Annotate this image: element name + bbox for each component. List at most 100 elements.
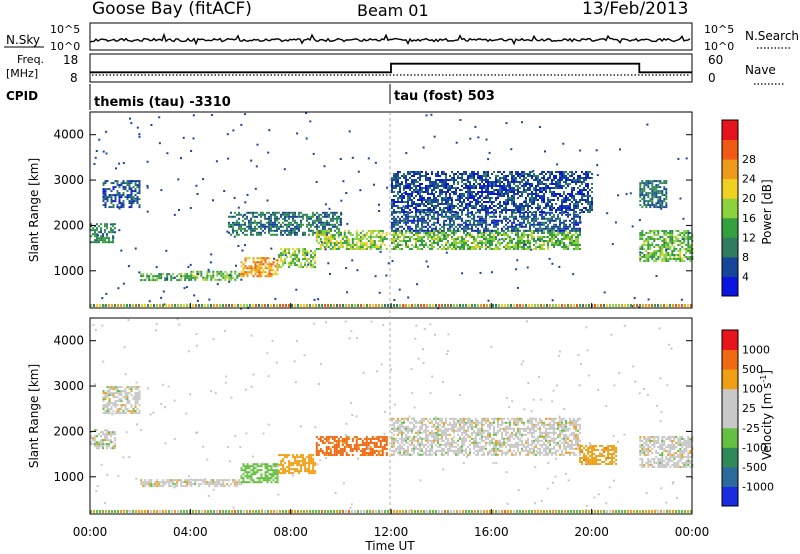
data-cell: [439, 203, 441, 205]
data-cell: [104, 429, 106, 432]
data-cell: [120, 194, 123, 197]
colorbar-segment: [722, 198, 738, 219]
data-cell: [587, 175, 589, 177]
data-cell: [507, 221, 509, 224]
data-cell: [491, 219, 493, 222]
data-cell: [689, 256, 692, 258]
data-cell: [118, 194, 121, 197]
data-cell: [405, 152, 408, 155]
data-cell: [477, 211, 479, 213]
data-cell: [527, 242, 529, 244]
data-cell: [142, 483, 145, 486]
data-cell: [679, 258, 682, 260]
data-cell: [98, 239, 100, 242]
data-cell: [483, 201, 485, 203]
data-cell: [547, 205, 549, 207]
data-cell: [505, 207, 507, 209]
data-cell: [679, 254, 682, 256]
data-cell: [447, 191, 449, 193]
data-cell: [425, 177, 427, 179]
data-cell: [326, 213, 328, 216]
data-cell: [559, 207, 561, 209]
data-cell: [329, 236, 332, 238]
data-cell: [102, 439, 104, 442]
data-cell: [401, 232, 403, 234]
data-cell: [401, 234, 403, 236]
data-cell: [511, 197, 513, 199]
data-cell: [455, 179, 457, 181]
data-cell: [294, 231, 296, 234]
data-cell: [196, 276, 199, 279]
data-cell: [541, 199, 543, 201]
data-cell: [481, 189, 483, 191]
data-cell: [653, 196, 656, 199]
data-cell: [647, 260, 650, 262]
data-cell: [106, 408, 109, 411]
data-cell: [120, 404, 123, 407]
data-cell: [315, 234, 318, 236]
ground-scatter-cell: [207, 304, 209, 307]
data-cell: [399, 236, 401, 238]
data-cell: [439, 193, 441, 195]
data-cell: [260, 271, 263, 274]
data-cell: [423, 225, 425, 228]
data-cell: [475, 229, 477, 232]
data-cell: [487, 191, 489, 193]
data-cell: [399, 189, 401, 191]
data-cell: [571, 195, 573, 197]
data-cell: [399, 201, 401, 203]
data-cell: [222, 272, 225, 275]
data-cell: [208, 270, 211, 273]
data-cell: [409, 236, 411, 238]
data-cell: [148, 481, 151, 484]
data-cell: [551, 205, 553, 207]
data-cell: [543, 207, 545, 209]
data-cell: [481, 177, 483, 179]
ground-scatter-cell: [594, 304, 596, 307]
data-cell: [533, 230, 535, 232]
data-cell: [399, 207, 401, 209]
data-cell: [104, 404, 107, 407]
data-cell: [547, 197, 549, 199]
data-cell: [685, 250, 688, 252]
data-cell: [427, 232, 429, 234]
data-cell: [567, 234, 569, 236]
data-cell: [340, 223, 342, 226]
data-cell: [537, 227, 539, 230]
data-cell: [653, 250, 656, 252]
data-cell: [515, 173, 517, 175]
data-cell: [461, 244, 463, 246]
data-cell: [553, 236, 555, 238]
data-cell: [114, 386, 117, 389]
data-cell: [236, 219, 238, 222]
data-cell: [537, 175, 539, 177]
data-cell: [306, 250, 309, 253]
data-cell: [545, 183, 547, 185]
data-cell: [349, 234, 352, 236]
data-cell: [493, 201, 495, 203]
data-cell: [94, 239, 96, 242]
data-cell: [327, 230, 330, 232]
data-cell: [110, 392, 113, 395]
data-cell: [457, 175, 459, 177]
data-cell: [254, 263, 257, 266]
data-cell: [240, 223, 242, 226]
data-cell: [657, 196, 660, 199]
data-cell: [577, 187, 579, 189]
data-cell: [110, 402, 113, 405]
data-cell: [517, 173, 519, 175]
data-cell: [457, 213, 459, 216]
data-cell: [501, 193, 503, 195]
data-cell: [639, 246, 642, 248]
data-cell: [166, 275, 169, 278]
data-cell: [381, 232, 384, 234]
data-cell: [264, 259, 267, 262]
data-cell: [116, 392, 119, 395]
data-cell: [551, 229, 553, 232]
data-cell: [441, 225, 443, 228]
data-cell: [523, 191, 525, 193]
data-cell: [667, 242, 670, 244]
data-cell: [280, 254, 283, 257]
data-cell: [395, 219, 397, 222]
data-cell: [328, 221, 330, 224]
